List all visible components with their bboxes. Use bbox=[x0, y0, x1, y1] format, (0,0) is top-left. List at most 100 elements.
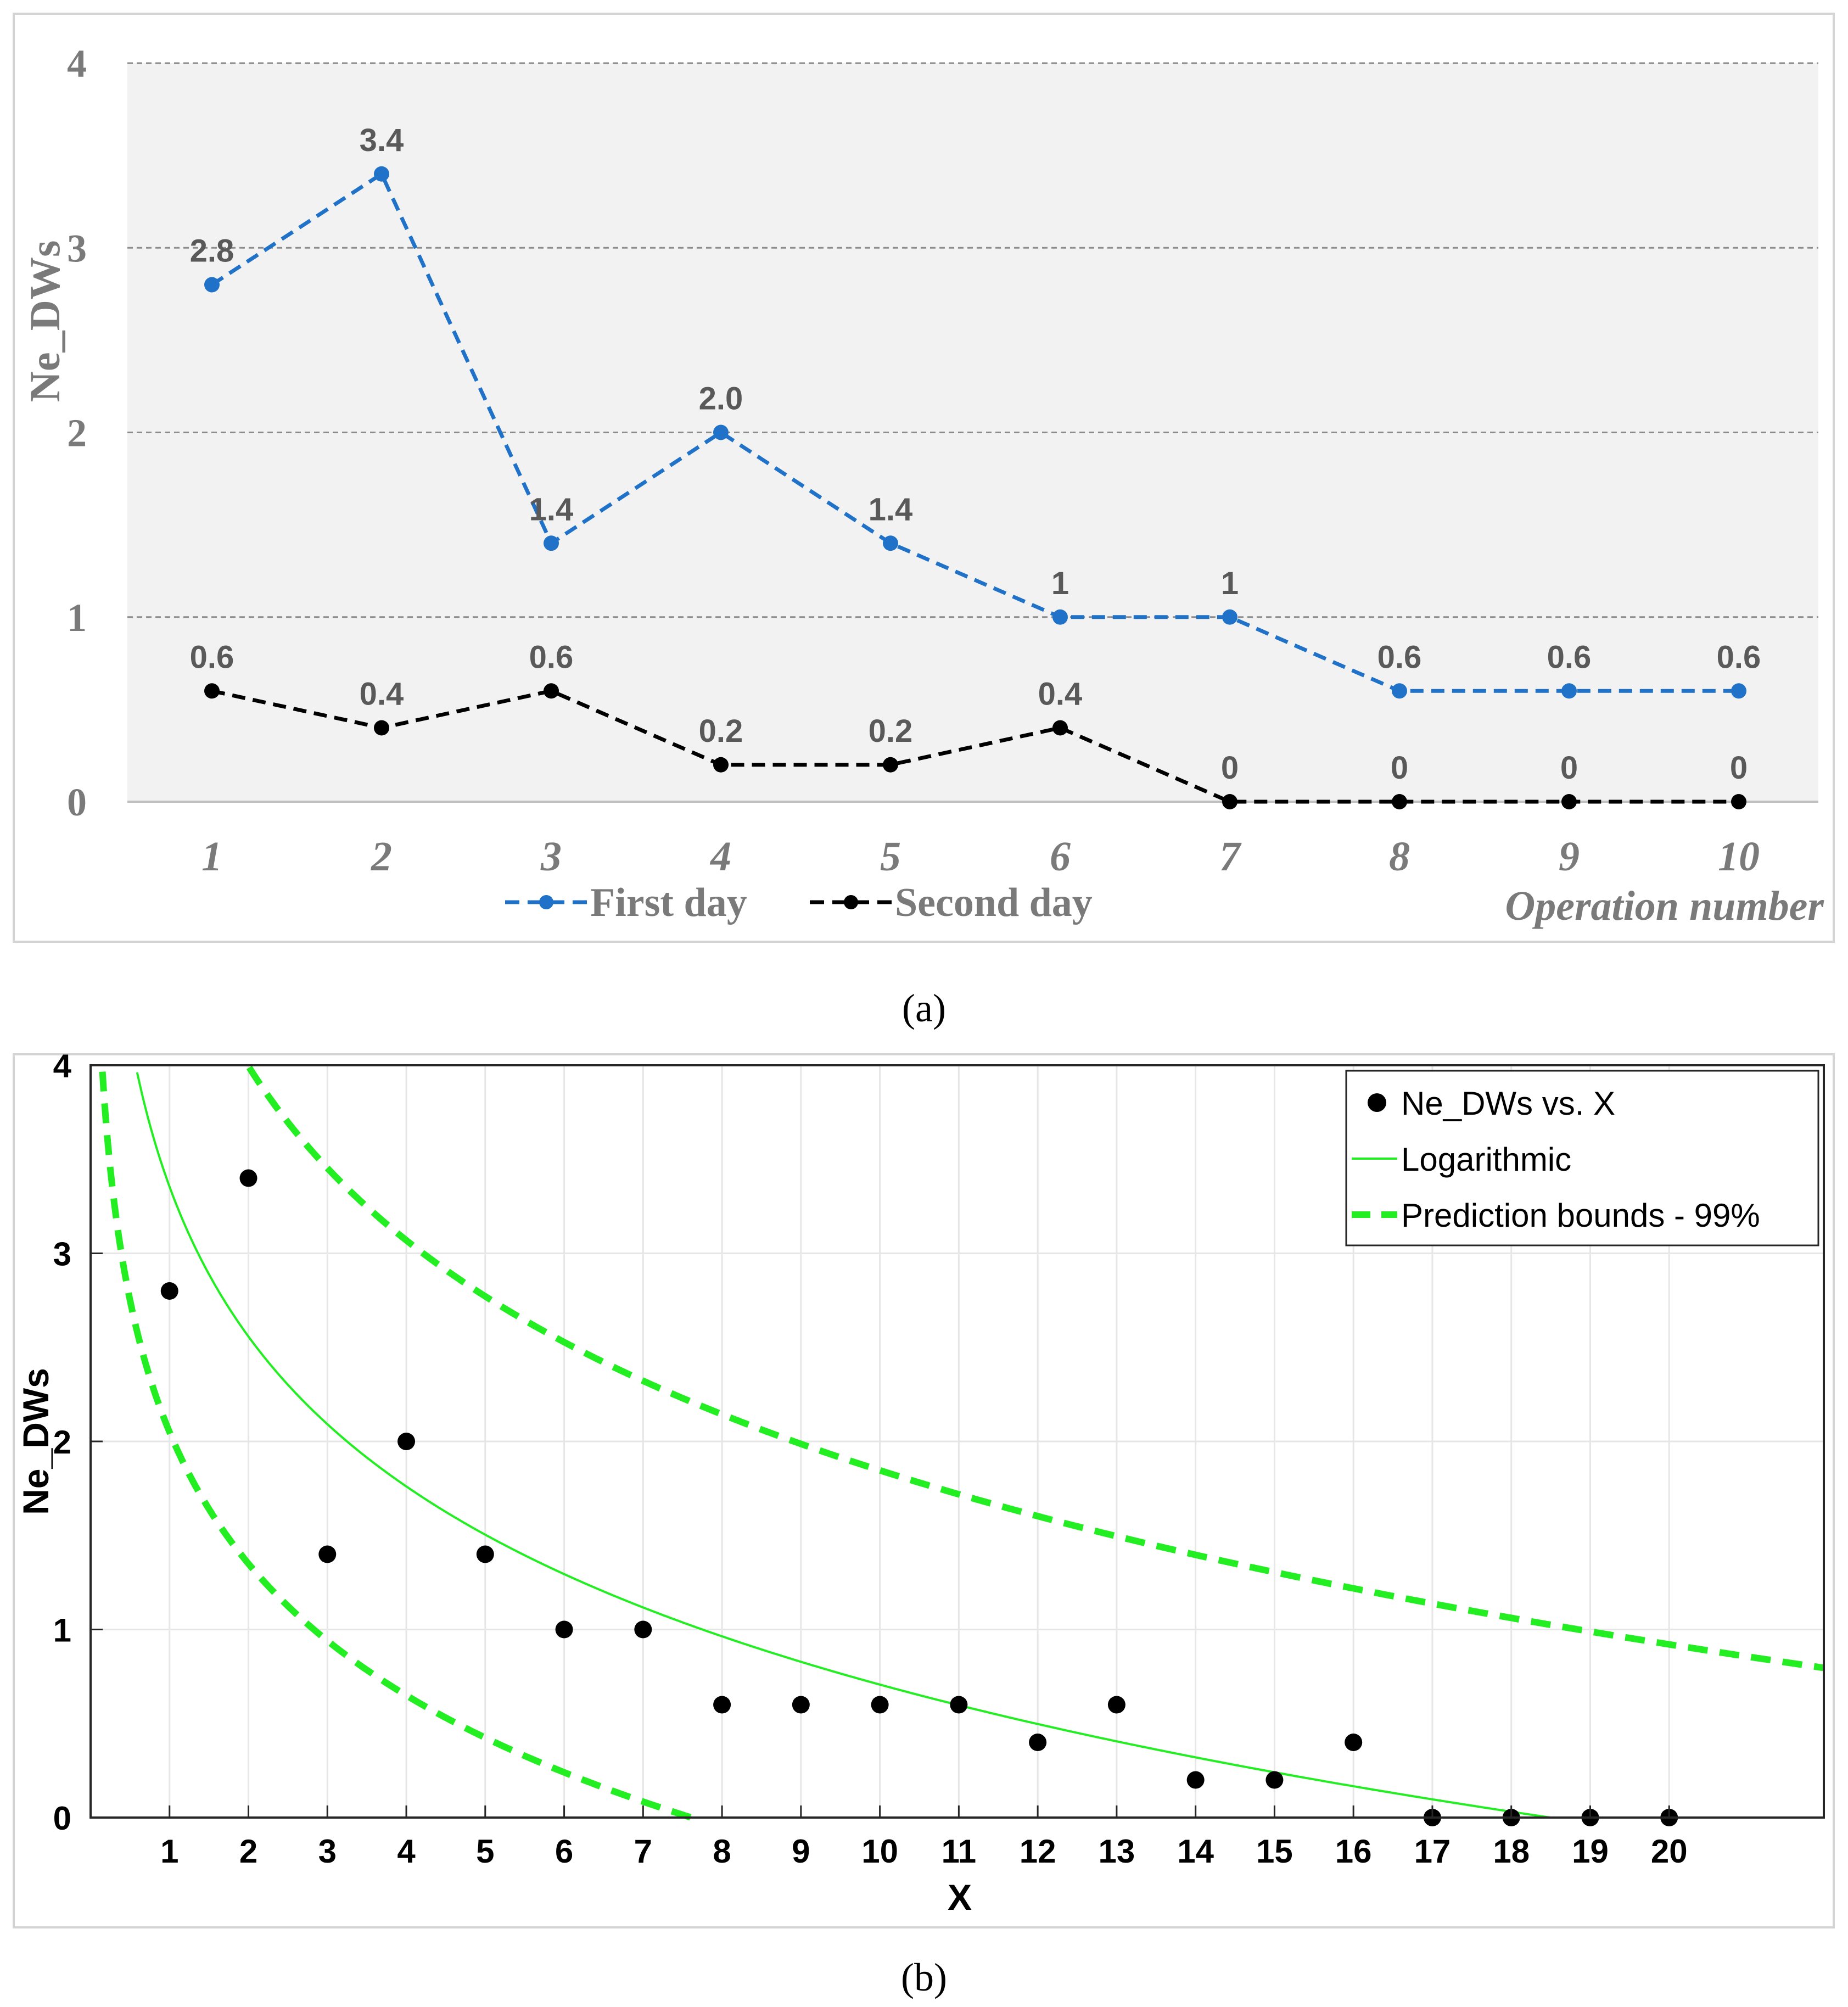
panel-b-legend-box bbox=[1345, 1070, 1819, 1246]
panel-b-x-tick-label: 16 bbox=[1335, 1833, 1372, 1870]
scatter-data-point bbox=[318, 1545, 337, 1563]
panel-b-x-tick-label: 17 bbox=[1414, 1833, 1451, 1870]
panel-b-scatter-points bbox=[160, 1169, 1678, 1826]
panel-b-y-tick-label: 4 bbox=[53, 1048, 72, 1084]
panel-b-x-tick-label: 2 bbox=[239, 1833, 257, 1870]
legend-first-day-label: First day bbox=[590, 880, 747, 925]
legend-first-day-marker bbox=[539, 895, 553, 909]
scatter-data-point bbox=[713, 1696, 731, 1714]
second-day-data-label: 0 bbox=[1221, 750, 1239, 786]
panel-b-x-axis-label: X bbox=[948, 1877, 972, 1917]
panel-b-x-tick-label: 1 bbox=[160, 1833, 178, 1870]
panel-a-series-points bbox=[204, 166, 1746, 809]
legend-entry-second-day: Second day bbox=[810, 880, 1093, 925]
scatter-data-point bbox=[871, 1696, 889, 1714]
panel-a-y-tick-labels: 0 1 2 3 4 bbox=[67, 42, 87, 824]
legend-second-day-marker bbox=[844, 895, 858, 909]
first-day-data-label: 0.6 bbox=[1547, 639, 1592, 675]
scatter-data-point bbox=[1345, 1734, 1363, 1751]
panel-a-gridlines bbox=[127, 62, 1818, 618]
panel-b-x-tick-label: 13 bbox=[1099, 1833, 1135, 1870]
legend-bounds-label: Prediction bounds - 99% bbox=[1401, 1197, 1760, 1234]
first-day-data-point bbox=[1222, 609, 1237, 625]
panel-b-x-tick-label: 14 bbox=[1177, 1833, 1214, 1870]
upper-prediction-bound-curve bbox=[246, 1065, 1824, 1671]
second-day-data-label: 0.2 bbox=[699, 713, 743, 749]
panel-a-y-tick-label: 1 bbox=[67, 596, 87, 640]
first-day-data-label: 2.8 bbox=[190, 233, 234, 269]
panel-a-x-tick-labels: 1 2 3 4 5 6 7 8 9 10 bbox=[201, 834, 1760, 880]
panel-b-y-tick-label: 2 bbox=[53, 1424, 71, 1461]
legend-scatter-marker bbox=[1368, 1093, 1386, 1112]
panel-a-x-tick-label: 2 bbox=[371, 834, 392, 880]
panel-b-y-tick-labels: 0 1 2 3 4 bbox=[53, 1048, 103, 1837]
first-day-data-label: 1.4 bbox=[529, 491, 574, 527]
panel-b-x-tick-label: 15 bbox=[1256, 1833, 1293, 1870]
legend-fit-label: Logarithmic bbox=[1401, 1141, 1571, 1178]
panel-b-caption: (b) bbox=[901, 1955, 947, 1999]
panel-b-x-tick-label: 18 bbox=[1493, 1833, 1530, 1870]
panel-b-x-tick-label: 20 bbox=[1651, 1833, 1688, 1870]
second-day-data-point bbox=[1561, 794, 1577, 809]
panel-b-x-tick-label: 3 bbox=[318, 1833, 337, 1870]
second-day-data-point bbox=[883, 757, 898, 773]
scatter-data-point bbox=[1029, 1734, 1047, 1751]
panel-a-x-tick-label: 6 bbox=[1050, 834, 1071, 880]
panel-b-y-tick-label: 1 bbox=[53, 1612, 71, 1649]
first-day-data-point bbox=[204, 277, 220, 293]
panel-b-x-tick-label: 5 bbox=[476, 1833, 494, 1870]
first-day-data-point bbox=[713, 424, 729, 440]
panel-a-y-tick-label: 2 bbox=[67, 411, 87, 455]
first-day-data-label: 0.6 bbox=[1717, 639, 1761, 675]
legend-second-day-label: Second day bbox=[895, 880, 1093, 925]
first-day-data-label: 3.4 bbox=[360, 122, 404, 158]
second-day-data-point bbox=[1392, 794, 1407, 809]
panel-a-legend: First day Second day bbox=[505, 880, 1093, 925]
panel-a-x-tick-label: 5 bbox=[880, 834, 901, 880]
second-day-data-point bbox=[544, 683, 559, 699]
panel-a-y-tick-label: 4 bbox=[67, 42, 87, 86]
panel-a-x-tick-label: 9 bbox=[1559, 834, 1580, 880]
panel-a-x-tick-label: 10 bbox=[1718, 834, 1760, 880]
scatter-data-point bbox=[397, 1433, 416, 1450]
panel-b-x-tick-label: 10 bbox=[861, 1833, 898, 1870]
panel-a-data-labels: 2.8 3.4 1.4 2.0 1.4 1 1 0.6 0.6 0.6 0.6 0.4 0.6 0.2 0.… bbox=[190, 122, 1761, 786]
panel-a-y-tick-label: 0 bbox=[67, 780, 87, 824]
panel-b-x-tick-label: 12 bbox=[1020, 1833, 1056, 1870]
second-day-data-point bbox=[1731, 794, 1746, 809]
scatter-data-point bbox=[1186, 1771, 1205, 1789]
first-day-data-point bbox=[1561, 683, 1577, 699]
panel-b-y-axis-label: Ne_DWs bbox=[15, 1368, 56, 1515]
scatter-data-point bbox=[160, 1282, 178, 1300]
panel-a-caption: (a) bbox=[902, 986, 946, 1030]
lower-prediction-bound-curve bbox=[99, 1071, 692, 1821]
panel-b-x-tick-label: 11 bbox=[942, 1833, 976, 1870]
first-day-data-point bbox=[1052, 609, 1068, 625]
first-day-data-label: 1.4 bbox=[869, 491, 913, 527]
second-day-data-label: 0.4 bbox=[1038, 677, 1083, 712]
second-day-data-point bbox=[374, 720, 389, 736]
second-day-series-line bbox=[211, 689, 1739, 804]
second-day-data-point bbox=[713, 757, 729, 773]
scatter-data-point bbox=[792, 1696, 810, 1714]
second-day-data-label: 0.4 bbox=[360, 677, 404, 712]
scatter-data-point bbox=[950, 1696, 968, 1714]
logarithmic-fit-curve bbox=[136, 1072, 1550, 1819]
second-day-data-label: 0.6 bbox=[190, 639, 234, 675]
first-day-data-label: 1 bbox=[1051, 566, 1069, 601]
second-day-data-point bbox=[204, 683, 220, 699]
legend-entry-first-day: First day bbox=[505, 880, 747, 925]
first-day-data-point bbox=[883, 535, 898, 551]
scatter-data-point bbox=[239, 1169, 257, 1187]
first-day-series-line bbox=[211, 171, 1739, 693]
scatter-data-point bbox=[555, 1620, 573, 1639]
panel-a-x-axis-label: Operation number bbox=[1505, 883, 1824, 929]
panel-b-x-tick-label: 8 bbox=[713, 1833, 731, 1870]
panel-a-series-lines bbox=[211, 171, 1739, 804]
panel-b-y-tick-label: 0 bbox=[53, 1800, 71, 1837]
panel-a-x-tick-label: 8 bbox=[1389, 834, 1410, 880]
second-day-data-label: 0 bbox=[1560, 750, 1578, 786]
